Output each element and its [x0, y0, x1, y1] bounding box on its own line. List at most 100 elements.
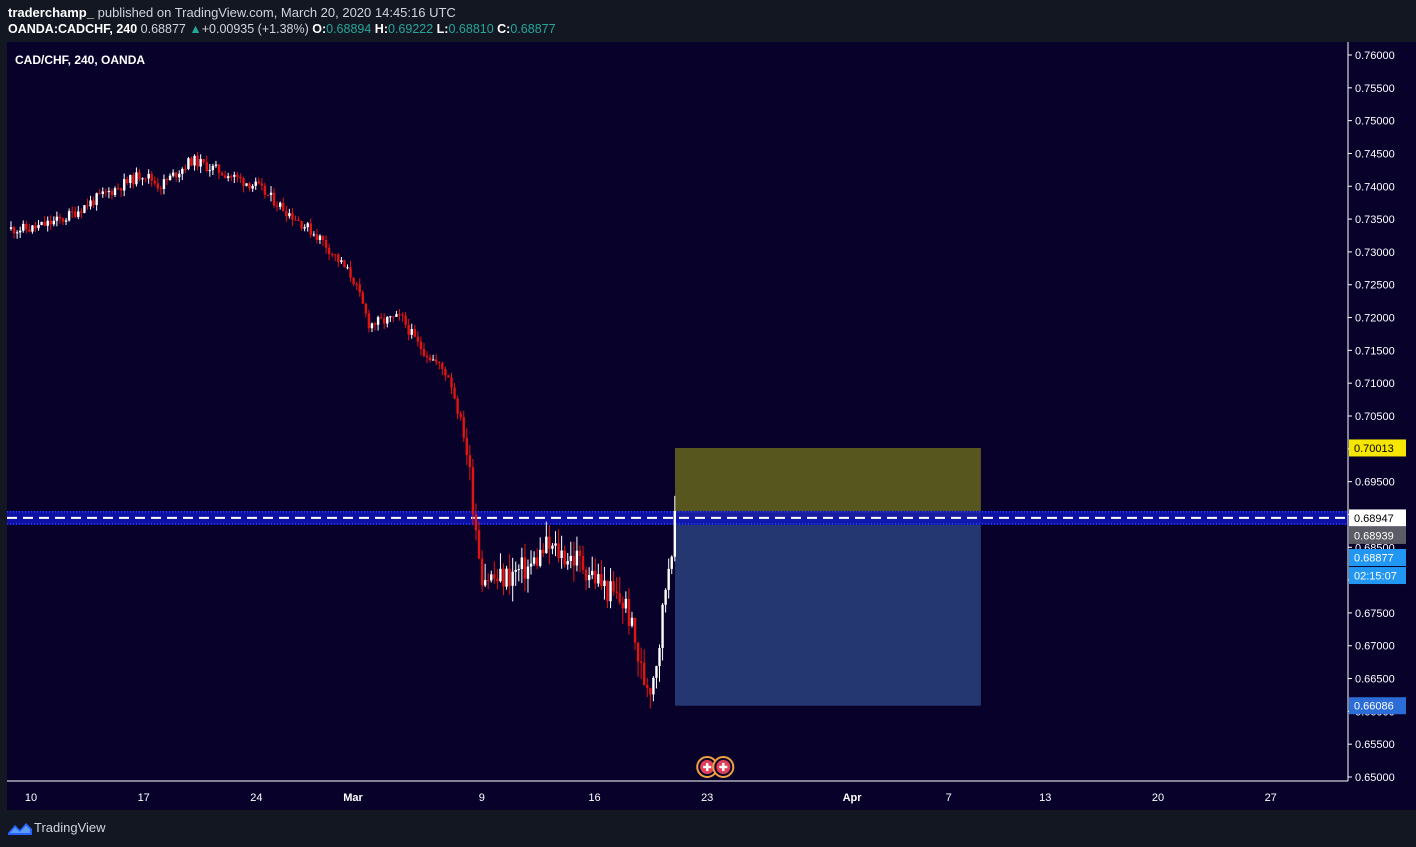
candle-body — [110, 191, 114, 196]
candle-body — [156, 183, 160, 189]
candle-body — [324, 239, 328, 248]
candle-body — [31, 225, 34, 232]
symbol-label[interactable]: OANDA:CADCHF, 240 — [8, 22, 138, 36]
candle-body — [554, 543, 557, 546]
tradingview-logo-icon[interactable] — [8, 821, 32, 835]
candle-body — [330, 254, 334, 256]
candle-body — [150, 173, 153, 181]
candle-body — [174, 172, 178, 178]
candle-body — [438, 362, 441, 364]
candle-body — [202, 159, 205, 163]
candle-body — [49, 220, 52, 225]
candle-body — [575, 550, 579, 566]
tradingview-brand[interactable]: TradingView — [34, 820, 106, 835]
candle-body — [441, 363, 444, 370]
event-markers[interactable] — [696, 756, 735, 778]
candle-body — [508, 568, 511, 586]
candle-body — [630, 617, 634, 626]
candle-body — [373, 323, 377, 325]
candle-body — [223, 175, 227, 178]
candle-body — [404, 315, 407, 326]
candle-body — [346, 267, 349, 269]
high-label: H: — [374, 22, 388, 36]
chart-title: CAD/CHF, 240, OANDA — [15, 53, 145, 67]
change-arrow-icon: ▲ — [189, 22, 202, 36]
candle-body — [18, 230, 22, 233]
candle-body — [557, 543, 560, 559]
publish-info: traderchamp_ published on TradingView.co… — [8, 5, 456, 20]
candle-body — [416, 336, 420, 342]
candle-body — [147, 173, 150, 179]
low-value: 0.68810 — [448, 22, 494, 36]
candle-body — [431, 359, 435, 361]
candle-body — [98, 193, 101, 195]
y-tick-label: 0.75000 — [1355, 116, 1395, 128]
candle-body — [67, 211, 71, 221]
candle-body — [80, 211, 83, 213]
candle-body — [220, 173, 224, 176]
candle-body — [532, 557, 536, 564]
time-scale[interactable] — [7, 781, 1348, 810]
candle-body — [138, 172, 141, 180]
candle-body — [465, 437, 468, 456]
last-price: 0.68877 — [140, 22, 186, 36]
candle-body — [266, 194, 270, 196]
candle-body — [315, 234, 319, 240]
candle-body — [581, 556, 585, 570]
candle-body — [483, 580, 487, 586]
y-axis: 0.650000.655000.660000.665000.670000.675… — [1348, 50, 1395, 784]
candle-body — [410, 329, 413, 335]
candle-body — [367, 313, 371, 329]
candle-body — [303, 227, 306, 229]
y-tick-label: 0.74000 — [1355, 181, 1395, 193]
candle-body — [428, 357, 432, 361]
candle-body — [389, 316, 392, 318]
candle-body — [480, 558, 484, 586]
candle-body — [636, 642, 640, 662]
candle-body — [12, 227, 16, 234]
position-tool[interactable] — [675, 447, 981, 706]
candle-body — [435, 359, 438, 363]
candle-body — [453, 387, 456, 399]
candle-body — [239, 176, 242, 179]
price-scale[interactable] — [1348, 42, 1416, 810]
candle-body — [196, 155, 199, 167]
candle-body — [511, 571, 514, 586]
candle-body — [664, 589, 667, 605]
candle-body — [43, 221, 46, 226]
close-value: 0.68877 — [510, 22, 556, 36]
candle-body — [520, 557, 524, 570]
candle-body — [444, 369, 447, 376]
author-name[interactable]: traderchamp_ — [8, 5, 94, 20]
y-tick-label: 0.76000 — [1355, 50, 1395, 62]
candle-body — [22, 223, 25, 231]
candle-body — [119, 188, 123, 191]
stop-price-label-box — [1349, 697, 1406, 715]
candle-body — [83, 205, 86, 213]
event-flag-icon-cross-v — [722, 763, 725, 771]
candle-body — [141, 178, 144, 180]
chart-area[interactable]: CAD/CHF, 240, OANDA 0.650000.655000.6600… — [0, 42, 1416, 810]
y-tick-label: 0.71000 — [1355, 378, 1395, 390]
candle-body — [578, 550, 582, 557]
candle-body — [34, 225, 37, 229]
candle-body — [450, 377, 453, 388]
candle-body — [306, 223, 309, 228]
candle-body — [514, 569, 517, 572]
current-price-label: 0.68877 — [1354, 553, 1394, 565]
candle-body — [474, 514, 478, 531]
candle-body — [422, 348, 426, 356]
candle-body — [171, 172, 175, 176]
candle-body — [419, 341, 423, 349]
candle-body — [413, 329, 416, 337]
candle-body — [107, 191, 111, 193]
candle-body — [116, 188, 120, 190]
candle-body — [208, 170, 212, 172]
price-chart[interactable]: CAD/CHF, 240, OANDA 0.650000.655000.6600… — [0, 42, 1416, 810]
horizontal-level[interactable] — [7, 510, 1348, 525]
candle-body — [649, 688, 652, 695]
candle-body — [584, 569, 588, 581]
current-price-label-box — [1349, 549, 1406, 567]
countdown-label: 02:15:07 — [1354, 571, 1397, 583]
candle-body — [364, 303, 368, 314]
